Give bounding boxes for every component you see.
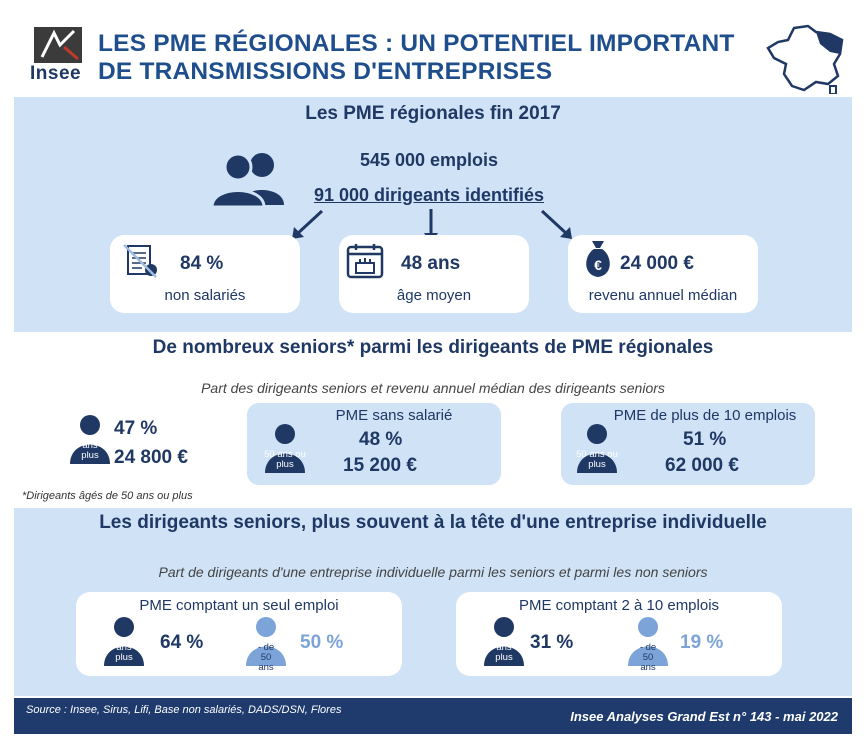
senior-share: 31 % bbox=[530, 632, 574, 653]
revenu-median-label: revenu annuel médian bbox=[588, 287, 738, 304]
euro-bag-icon: € bbox=[582, 239, 614, 284]
arrow-left-icon bbox=[288, 209, 328, 246]
payslip-crossed-icon bbox=[122, 243, 160, 284]
panel-pme-sans-salarie: PME sans salarié 50 ans ou plus 48 % 15 … bbox=[247, 403, 501, 485]
card-non-salaries: 84 % non salariés bbox=[110, 235, 300, 313]
jobs-count: 545 000 emplois bbox=[359, 150, 499, 170]
footer: Source : Insee, Sirus, Lifi, Base non sa… bbox=[14, 698, 852, 734]
arrow-right-icon bbox=[536, 209, 576, 246]
senior-person-icon: 50 ans ou plus bbox=[263, 423, 307, 475]
insee-logo-mark bbox=[34, 27, 82, 63]
senior-person-icon: 50 ans ou plus bbox=[575, 423, 619, 475]
leaders-count: 91 000 dirigeants identifiés bbox=[313, 185, 545, 205]
panel-2-a-10-emplois: PME comptant 2 à 10 emplois 50 ans ou pl… bbox=[456, 592, 782, 676]
panel-title: PME comptant 2 à 10 emplois bbox=[518, 597, 720, 614]
non-salaries-label: non salariés bbox=[164, 287, 246, 304]
overall-share: 47 % bbox=[114, 418, 158, 439]
page-title: LES PME RÉGIONALES : UN POTENTIEL IMPORT… bbox=[98, 30, 735, 85]
age-moyen-label: âge moyen bbox=[396, 287, 472, 304]
age-moyen-value: 48 ans bbox=[401, 253, 461, 274]
senior-person-icon: 50 ans ou plus bbox=[102, 616, 146, 668]
panel-title: PME comptant un seul emploi bbox=[139, 597, 339, 614]
junior-person-icon: - de 50 ans bbox=[244, 616, 288, 673]
insee-logo: Insee bbox=[28, 27, 88, 87]
footnote: *Dirigeants âgés de 50 ans ou plus bbox=[22, 490, 193, 502]
junior-label: - de 50 ans bbox=[639, 642, 657, 673]
section-entreprise-individuelle: Les dirigeants seniors, plus souvent à l… bbox=[14, 508, 852, 696]
france-map-icon bbox=[764, 24, 846, 95]
senior-person-icon: 50 ans ou plus bbox=[68, 414, 112, 466]
junior-share: 19 % bbox=[680, 632, 724, 653]
senior-label: 50 ans ou plus bbox=[69, 440, 111, 461]
card-age-moyen: 48 ans âge moyen bbox=[339, 235, 529, 313]
people-group-icon bbox=[204, 151, 296, 212]
junior-share: 50 % bbox=[300, 632, 344, 653]
senior-label: 50 ans ou plus bbox=[576, 449, 618, 470]
senior-label: 50 ans ou plus bbox=[483, 642, 525, 663]
section3-subtitle: Part de dirigeants d'une entreprise indi… bbox=[158, 564, 708, 580]
senior-label: 50 ans ou plus bbox=[264, 449, 306, 470]
junior-person-icon: - de 50 ans bbox=[626, 616, 670, 673]
revenu-median-value: 24 000 € bbox=[620, 253, 694, 274]
panel-income: 62 000 € bbox=[665, 455, 739, 476]
footer-reference: Insee Analyses Grand Est n° 143 - mai 20… bbox=[570, 709, 838, 724]
senior-person-icon: 50 ans ou plus bbox=[482, 616, 526, 668]
panel-un-seul-emploi: PME comptant un seul emploi 50 ans ou pl… bbox=[76, 592, 402, 676]
panel-title: PME sans salarié bbox=[335, 407, 453, 424]
overall-income: 24 800 € bbox=[114, 447, 188, 468]
senior-label: 50 ans ou plus bbox=[103, 642, 145, 663]
section2-title: De nombreux seniors* parmi les dirigeant… bbox=[152, 337, 714, 358]
panel-income: 15 200 € bbox=[343, 455, 417, 476]
panel-title: PME de plus de 10 emplois bbox=[613, 407, 797, 424]
svg-text:€: € bbox=[594, 257, 602, 273]
section-pme-2017: Les PME régionales fin 2017 545 000 empl… bbox=[14, 97, 852, 332]
junior-label: - de 50 ans bbox=[257, 642, 275, 673]
non-salaries-value: 84 % bbox=[180, 253, 224, 274]
insee-logo-text: Insee bbox=[30, 63, 82, 84]
section1-title: Les PME régionales fin 2017 bbox=[305, 103, 561, 124]
birthday-calendar-icon bbox=[345, 241, 385, 286]
card-revenu-median: € 24 000 € revenu annuel médian bbox=[568, 235, 758, 313]
panel-share: 51 % bbox=[683, 429, 727, 450]
footer-source: Source : Insee, Sirus, Lifi, Base non sa… bbox=[26, 704, 342, 716]
panel-pme-plus-10: PME de plus de 10 emplois 50 ans ou plus… bbox=[561, 403, 815, 485]
panel-share: 48 % bbox=[359, 429, 403, 450]
section3-title: Les dirigeants seniors, plus souvent à l… bbox=[99, 512, 767, 533]
senior-share: 64 % bbox=[160, 632, 204, 653]
section2-subtitle: Part des dirigeants seniors et revenu an… bbox=[201, 380, 665, 396]
